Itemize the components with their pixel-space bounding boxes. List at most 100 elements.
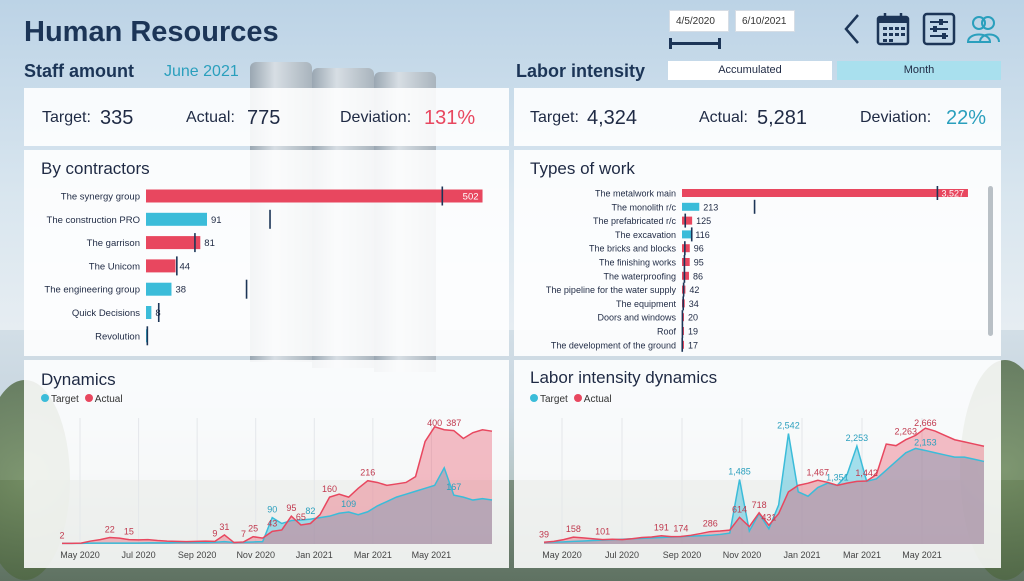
bar-value-label: 19 (688, 327, 698, 337)
bar-value-label: 502 (463, 192, 479, 203)
labor-actual-value: 5,281 (757, 107, 808, 129)
users-icon[interactable] (966, 12, 1000, 46)
bar-category-label: Roof (657, 327, 677, 337)
bar (682, 244, 690, 253)
data-label: 82 (305, 506, 315, 516)
bar-value-label: 44 (179, 261, 190, 272)
slider-track (669, 42, 721, 45)
bar-category-label: Doors and windows (597, 313, 676, 323)
target-dot-icon (41, 394, 49, 402)
bar-value-label: 95 (694, 258, 704, 268)
data-label: 109 (341, 499, 356, 509)
bar-value-label: 96 (694, 244, 704, 254)
data-label: 1,467 (807, 467, 830, 477)
staff-target-value: 335 (100, 107, 134, 129)
month-toggle[interactable]: Month (837, 61, 1001, 80)
bar (682, 189, 968, 197)
x-tick-label: Jan 2021 (296, 550, 333, 560)
data-label: 43 (267, 518, 277, 528)
data-label: 718 (752, 500, 767, 510)
back-chevron-icon[interactable] (840, 12, 864, 46)
work-types-chart: The metalwork main 3,527 The monolith r/c 2… (546, 186, 968, 352)
legend-actual[interactable]: Actual (84, 394, 123, 405)
data-label: 31 (219, 522, 229, 532)
calendar-icon[interactable] (876, 12, 910, 46)
x-tick-label: Mar 2021 (354, 550, 392, 560)
labor-dynamics-legend: Target Actual (530, 394, 612, 405)
data-label: 90 (267, 505, 277, 515)
bar-category-label: The engineering group (44, 285, 140, 296)
actual-dot-icon (573, 394, 582, 402)
labor-target-label: Target: (530, 109, 579, 126)
date-range-slider[interactable] (669, 38, 721, 49)
bar-category-label: Quick Decisions (72, 308, 140, 319)
accumulated-toggle[interactable]: Accumulated (668, 61, 832, 80)
x-tick-label: Mar 2021 (843, 550, 881, 560)
bar-category-label: The excavation (615, 230, 676, 240)
labor-intensity-heading: Labor intensity (516, 61, 646, 81)
bar-value-label: 86 (693, 271, 703, 281)
contractors-title: By contractors (41, 159, 150, 178)
data-label: 2,666 (914, 418, 937, 428)
labor-kpi-panel (514, 88, 1001, 146)
x-tick-label: May 2021 (902, 550, 942, 560)
filter-sliders-icon[interactable] (922, 12, 956, 46)
slider-handle-start[interactable] (669, 38, 672, 49)
actual-dot-icon (84, 394, 93, 402)
bar-category-label: The equipment (616, 299, 677, 309)
data-label: 1,485 (728, 466, 751, 476)
bar-category-label: The prefabricated r/c (593, 216, 677, 226)
legend-actual[interactable]: Actual (573, 394, 612, 405)
bar (682, 271, 689, 280)
legend-target-label: Target (540, 394, 568, 405)
dynamics-title: Dynamics (41, 370, 116, 389)
labor-dynamics-title: Labor intensity dynamics (530, 368, 718, 387)
bar-category-label: The monolith r/c (611, 202, 676, 212)
data-label: 614 (732, 504, 747, 514)
x-tick-label: Sep 2020 (663, 550, 702, 560)
staff-deviation-value: 131% (424, 107, 476, 129)
bar-value-label: 8 (155, 308, 160, 319)
labor-deviation-value: 22% (946, 107, 987, 129)
data-label: 216 (360, 468, 375, 478)
bar-category-label: The Unicom (89, 261, 140, 272)
actual-line (62, 425, 493, 545)
x-tick-label: May 2020 (60, 550, 100, 560)
data-label: 95 (286, 503, 296, 513)
staff-amount-heading: Staff amount (24, 61, 134, 81)
x-tick-label: May 2020 (542, 550, 582, 560)
slider-handle-end[interactable] (718, 38, 721, 49)
bar-category-label: The synergy group (61, 192, 140, 203)
bar-category-label: The metalwork main (595, 189, 676, 199)
legend-target[interactable]: Target (41, 394, 79, 405)
staff-kpi-panel (24, 88, 509, 146)
actual-area (544, 428, 984, 544)
date-end-input[interactable]: 6/10/2021 (735, 10, 795, 32)
data-label: 2,263 (895, 427, 918, 437)
legend-actual-label: Actual (583, 394, 612, 405)
x-tick-label: Nov 2020 (723, 550, 762, 560)
legend-target[interactable]: Target (530, 394, 568, 405)
actual-line (543, 427, 985, 544)
labor-actual-label: Actual: (699, 109, 748, 126)
staff-actual-label: Actual: (186, 109, 235, 126)
target-area (62, 467, 492, 544)
target-dot-icon (530, 394, 538, 402)
bar-category-label: The development of the ground (551, 340, 676, 350)
contractors-chart: The synergy group 502 The construction PRO… (44, 186, 483, 346)
data-label: 400 (427, 418, 442, 428)
x-tick-label: Jul 2020 (122, 550, 156, 560)
date-start-input[interactable]: 4/5/2020 (669, 10, 729, 32)
staff-actual-value: 775 (247, 107, 281, 129)
data-label: 174 (673, 523, 688, 533)
bar-value-label: 116 (695, 230, 709, 240)
data-label: 160 (322, 484, 337, 494)
dynamics-chart: May 2020 Jul 2020 Sep 2020 Nov 2020 Jan 2021… (59, 418, 493, 560)
bar-category-label: The garrison (87, 238, 140, 249)
bar-category-label: Revolution (95, 331, 140, 342)
work-types-scrollbar[interactable] (988, 186, 993, 336)
bar-value-label: 213 (703, 202, 718, 212)
data-label: 22 (105, 525, 115, 535)
target-area (544, 433, 984, 544)
data-label: 1,442 (855, 468, 878, 478)
